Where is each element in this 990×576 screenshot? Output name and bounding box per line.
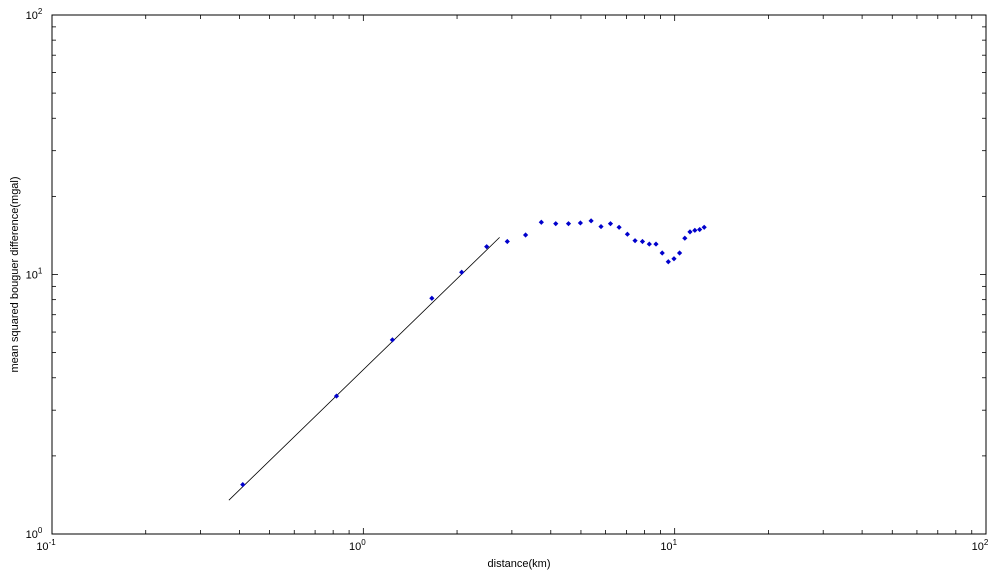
data-point <box>639 238 646 245</box>
x-tick-label: 102 <box>972 538 989 553</box>
x-tick-label: 10-1 <box>36 538 56 553</box>
data-point <box>598 223 604 230</box>
x-tick-label: 100 <box>349 538 366 553</box>
data-point <box>538 219 544 225</box>
data-point <box>240 482 246 488</box>
y-tick-label: 102 <box>26 7 43 22</box>
data-point <box>553 221 559 227</box>
y-tick-label: 101 <box>26 267 43 282</box>
data-point <box>682 235 688 241</box>
data-point <box>577 220 584 226</box>
data-point <box>504 238 510 245</box>
data-point <box>701 224 707 230</box>
fit-line <box>228 237 500 501</box>
data-point <box>522 232 529 238</box>
y-tick-label: 100 <box>26 526 43 541</box>
data-point <box>665 259 671 265</box>
data-point <box>687 229 693 235</box>
data-point <box>632 238 638 244</box>
data-point <box>484 244 490 250</box>
data-point <box>671 256 677 262</box>
x-tick-label: 101 <box>660 538 677 553</box>
data-point <box>389 337 396 343</box>
data-point <box>588 218 594 224</box>
data-point <box>333 393 340 399</box>
x-axis-label: distance(km) <box>488 558 551 570</box>
data-point <box>676 250 683 256</box>
data-point <box>429 295 435 301</box>
y-axis-label: mean squared bouguer difference(mgal) <box>9 176 21 372</box>
data-point <box>646 241 652 247</box>
data-point <box>616 224 622 230</box>
data-point <box>659 250 665 256</box>
data-point <box>624 231 631 237</box>
data-point <box>607 221 614 227</box>
data-point <box>653 241 659 247</box>
data-point <box>697 226 703 233</box>
data-point <box>565 221 572 227</box>
data-point <box>692 227 698 233</box>
data-point <box>459 269 465 275</box>
